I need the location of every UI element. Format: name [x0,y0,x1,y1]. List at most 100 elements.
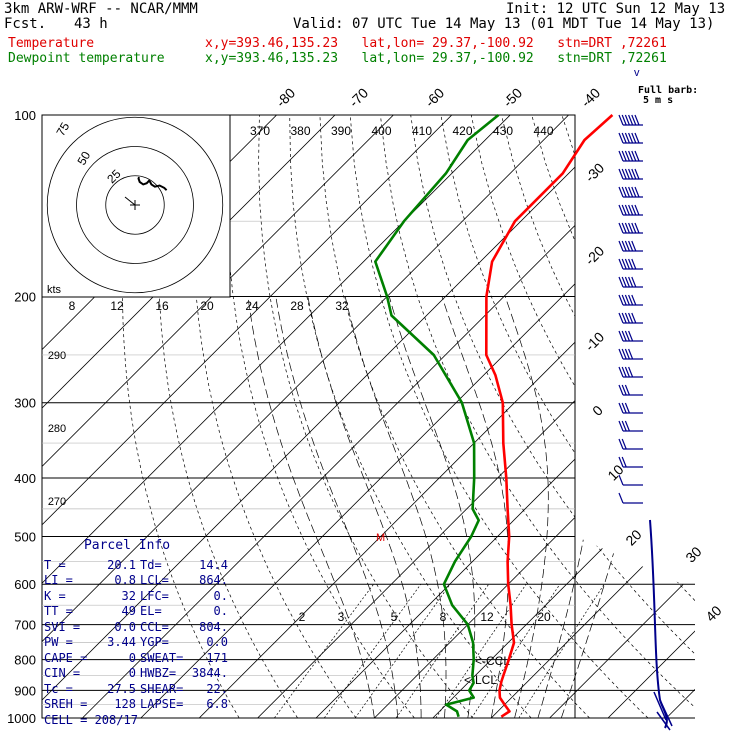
wind-barb-stack [649,519,668,729]
barb-flag [631,186,637,198]
barb-flag [621,366,627,378]
isotherm-line [374,115,695,718]
parcel-value: 0. [213,604,228,618]
barb-flag [628,312,634,324]
barb-flag [634,204,640,216]
parcel-key: CIN = [44,666,81,680]
pressure-label: 800 [14,653,36,668]
barb-flag [624,276,630,288]
isotherm-line [42,115,569,718]
sounding-traces: M [374,113,614,718]
barb-flag [631,168,637,180]
barb-flag [618,276,624,288]
wind-barb-stack-detail [653,691,673,731]
isotherm-line [42,115,628,718]
barb-flag [621,330,627,342]
mixing-ratio-label: 3 [338,610,345,624]
moist-adiabat [388,296,476,718]
wind-barb [618,402,643,414]
barb-flag [628,240,634,252]
dry-adiabat [192,115,357,718]
barb-flag [624,294,630,306]
series-line [485,114,614,718]
barb-flag [618,222,624,234]
wind-barbs: v [618,67,673,731]
barb-flag [624,330,630,342]
hodo-speed-label: 16 [155,299,169,313]
barb-flag [618,294,624,306]
parcel-key: Td= [140,557,162,572]
dewpoint-legend: Dewpoint temperature [8,51,165,66]
parcel-key: LCL= [140,573,169,587]
parcel-key: CCL= [140,619,169,634]
barb-flag [631,150,637,162]
temperature-location: x,y=393.46,135.23 lat,lon= 29.37,-100.92… [205,36,667,51]
theta-label: 440 [533,124,553,138]
hodo-speed-label: 32 [335,299,349,313]
parcel-key: LI = [44,573,73,587]
temperature-tick-label: 40 [702,602,724,624]
dry-adiabat [226,115,415,718]
theta-label: 420 [452,124,472,138]
dry-adiabat [319,115,590,718]
mixing-ratio-line [518,584,605,718]
barb-flag [618,132,624,144]
isotherm-line [42,115,394,718]
barb-flag [624,132,630,144]
parcel-row: CAPE = 0 SWEAT= 171 [44,651,230,667]
barb-flag [621,276,627,288]
barb-flag [618,492,624,504]
parcel-value: 864. [199,573,228,587]
parcel-value: 27.5 [107,681,136,696]
barb-flag [631,222,637,234]
barb-flag [634,222,640,234]
barb-flag [618,366,624,378]
pressure-label: 700 [14,618,36,633]
barb-flag [631,114,637,126]
mixing-ratio-line [274,583,374,718]
barb-flag [628,132,634,144]
temperature-tick-label: -40 [578,85,604,111]
hodograph-units: kts [47,284,62,296]
wind-barb [618,222,643,234]
theta-label: 380 [290,124,310,138]
parcel-key: TT = [44,604,73,618]
barb-flag [621,348,627,360]
wind-barb [618,294,643,306]
barb-chevron: v [634,67,640,79]
dry-adiabat [501,115,695,718]
barb-flag [621,438,627,450]
theta-label: 410 [412,124,432,138]
parcel-value: 0 [128,650,136,665]
parcel-key: YGP= [140,635,169,649]
parcel-value: 804. [199,619,228,634]
barb-flag [621,312,627,324]
dry-adiabat [349,115,649,718]
mixing-ratio-label: 5 [391,610,398,624]
isotherm-line [432,115,695,718]
barb-flag [621,204,627,216]
mixing-ratio-label: 8 [440,610,447,624]
parcel-key: HWBZ= [140,666,177,680]
barb-flag [618,186,624,198]
isotherm-line [490,115,695,718]
barb-flag [618,258,624,270]
barb-flag [624,240,630,252]
theta-label: 430 [493,124,513,138]
barb-flag [628,366,634,378]
temperature-tick-label: -70 [346,85,372,111]
isotherm-line [549,115,695,718]
isotherm-line [140,115,695,718]
barb-flag [621,456,627,468]
dry-adiabat [440,115,695,718]
pressure-label: 600 [14,577,36,592]
barb-flag [618,420,624,432]
parcel-key: SREH = [44,697,88,711]
parcel-value: 6.8 [206,697,228,711]
moist-adiabat [537,296,597,718]
barb-flag [618,168,624,180]
barb-flag [618,114,624,126]
barb-flag [634,114,640,126]
barb-flag [624,312,630,324]
